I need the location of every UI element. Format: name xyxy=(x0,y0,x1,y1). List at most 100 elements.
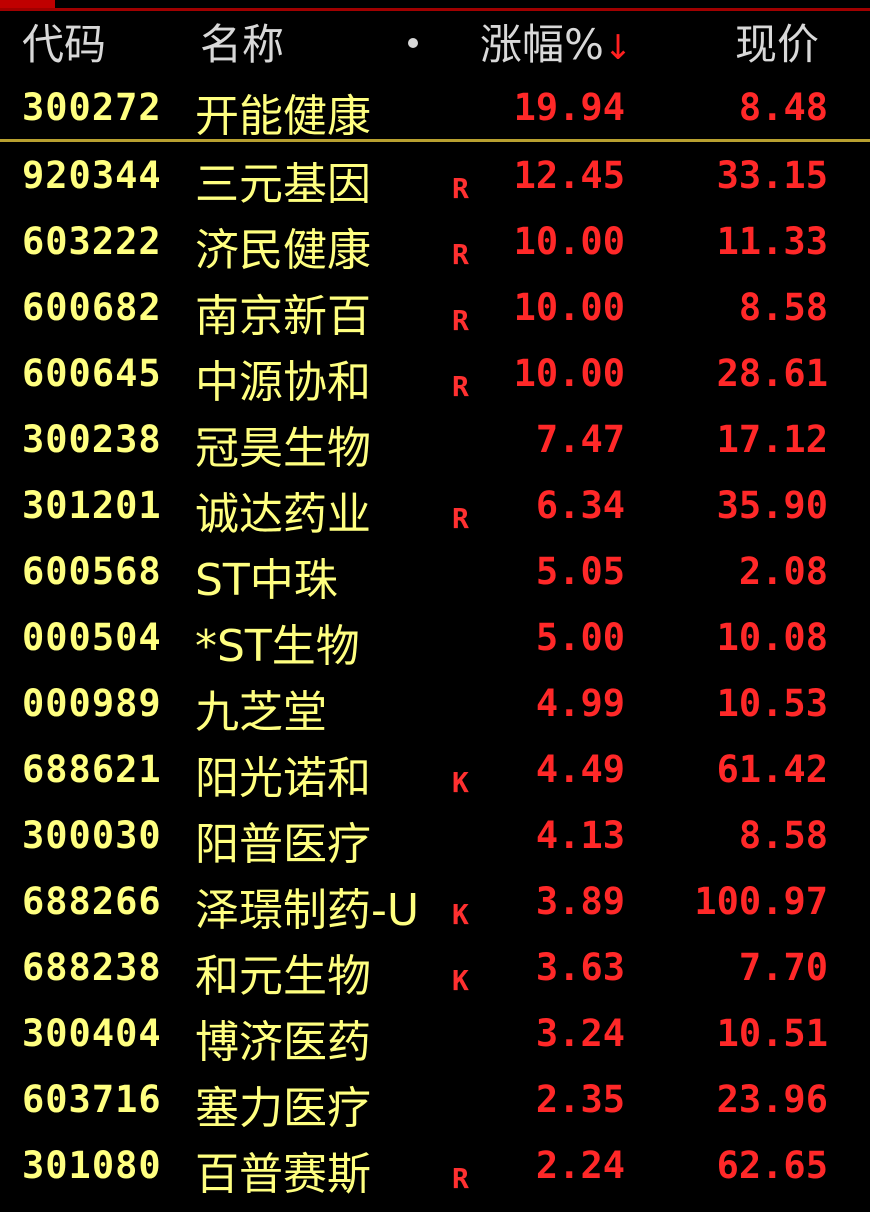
current-price: 11.33 xyxy=(716,220,828,263)
table-row[interactable]: 300238 冠昊生物 7.47 17.12 xyxy=(0,408,870,474)
table-row[interactable]: 688621 阳光诺和 K 4.49 61.42 xyxy=(0,738,870,804)
stock-code: 603222 xyxy=(22,220,162,263)
change-percent: 10.00 xyxy=(513,286,625,329)
stock-flag-badge: K xyxy=(452,898,469,931)
stock-name: ST中珠 xyxy=(195,555,338,606)
current-price: 8.58 xyxy=(738,814,828,857)
stock-code: 301080 xyxy=(22,1144,162,1187)
change-percent: 2.24 xyxy=(535,1144,625,1187)
stock-name: 阳普医疗 xyxy=(195,819,371,870)
table-row[interactable]: 300404 博济医药 3.24 10.51 xyxy=(0,1002,870,1068)
stock-flag-badge: K xyxy=(452,766,469,799)
table-row[interactable]: 920344 三元基因 R 12.45 33.15 xyxy=(0,144,870,210)
stock-code: 300404 xyxy=(22,1012,162,1055)
stock-code: 920344 xyxy=(22,154,162,197)
change-percent: 6.34 xyxy=(535,484,625,527)
current-price: 7.70 xyxy=(738,946,828,989)
current-price: 8.48 xyxy=(738,86,828,129)
table-row[interactable]: 301201 诚达药业 R 6.34 35.90 xyxy=(0,474,870,540)
change-percent: 19.94 xyxy=(513,86,625,129)
stock-code: 603716 xyxy=(22,1078,162,1121)
stock-flag-badge: R xyxy=(452,370,469,403)
current-price: 35.90 xyxy=(716,484,828,527)
table-row[interactable]: 301080 百普赛斯 R 2.24 62.65 xyxy=(0,1134,870,1200)
stock-code: 688621 xyxy=(22,748,162,791)
stock-name: 冠昊生物 xyxy=(195,423,371,474)
stock-code: 688266 xyxy=(22,880,162,923)
header-price[interactable]: 现价 xyxy=(735,20,820,69)
stock-flag-badge: R xyxy=(452,172,469,205)
stock-name: 诚达药业 xyxy=(195,489,371,540)
top-divider xyxy=(0,8,870,11)
stock-name: 南京新百 xyxy=(195,291,371,342)
change-percent: 10.00 xyxy=(513,220,625,263)
change-percent: 7.47 xyxy=(535,418,625,461)
stock-code: 000989 xyxy=(22,682,162,725)
stock-name: 博济医药 xyxy=(195,1017,371,1068)
stock-code: 000504 xyxy=(22,616,162,659)
current-price: 10.53 xyxy=(716,682,828,725)
stock-name: 和元生物 xyxy=(195,951,371,1002)
table-row[interactable]: 600682 南京新百 R 10.00 8.58 xyxy=(0,276,870,342)
table-row[interactable]: 300272 开能健康 19.94 8.48 xyxy=(0,76,870,142)
current-price: 2.08 xyxy=(738,550,828,593)
current-price: 10.08 xyxy=(716,616,828,659)
header-change[interactable]: 涨幅%↓ xyxy=(480,18,632,72)
stock-flag-badge: R xyxy=(452,502,469,535)
table-row[interactable]: 000504 *ST生物 5.00 10.08 xyxy=(0,606,870,672)
stock-code: 600568 xyxy=(22,550,162,593)
header-name[interactable]: 名称 xyxy=(200,20,285,69)
dot-icon xyxy=(408,38,418,48)
stock-name: 开能健康 xyxy=(195,91,371,142)
table-row[interactable]: 603222 济民健康 R 10.00 11.33 xyxy=(0,210,870,276)
change-percent: 3.63 xyxy=(535,946,625,989)
table-row[interactable]: 600568 ST中珠 5.05 2.08 xyxy=(0,540,870,606)
current-price: 100.97 xyxy=(694,880,828,923)
stock-flag-badge: K xyxy=(452,964,469,997)
table-row[interactable]: 600645 中源协和 R 10.00 28.61 xyxy=(0,342,870,408)
header-code[interactable]: 代码 xyxy=(22,20,107,69)
stock-name: 九芝堂 xyxy=(195,687,327,738)
stock-flag-badge: R xyxy=(452,238,469,271)
change-percent: 5.05 xyxy=(535,550,625,593)
stock-code: 600645 xyxy=(22,352,162,395)
current-price: 17.12 xyxy=(716,418,828,461)
table-row[interactable]: 300030 阳普医疗 4.13 8.58 xyxy=(0,804,870,870)
current-price: 23.96 xyxy=(716,1078,828,1121)
stock-name: 济民健康 xyxy=(195,225,371,276)
table-row[interactable]: 000989 九芝堂 4.99 10.53 xyxy=(0,672,870,738)
stock-name: *ST生物 xyxy=(195,621,360,672)
stock-flag-badge: R xyxy=(452,1162,469,1195)
change-percent: 12.45 xyxy=(513,154,625,197)
stock-name: 泽璟制药-U xyxy=(195,885,420,936)
current-price: 61.42 xyxy=(716,748,828,791)
table-row[interactable]: 688266 泽璟制药-U K 3.89 100.97 xyxy=(0,870,870,936)
stock-code: 300238 xyxy=(22,418,162,461)
active-tab-marker xyxy=(0,0,55,10)
change-percent: 4.13 xyxy=(535,814,625,857)
change-percent: 2.35 xyxy=(535,1078,625,1121)
stock-code: 600682 xyxy=(22,286,162,329)
stock-name: 三元基因 xyxy=(195,159,371,210)
stock-code: 301201 xyxy=(22,484,162,527)
current-price: 10.51 xyxy=(716,1012,828,1055)
change-percent: 3.24 xyxy=(535,1012,625,1055)
stock-code: 300272 xyxy=(22,86,162,129)
change-percent: 5.00 xyxy=(535,616,625,659)
stock-name: 阳光诺和 xyxy=(195,753,371,804)
stock-code: 300030 xyxy=(22,814,162,857)
stock-code: 688238 xyxy=(22,946,162,989)
change-percent: 4.49 xyxy=(535,748,625,791)
header-change-label: 涨幅% xyxy=(480,20,604,69)
stock-name: 塞力医疗 xyxy=(195,1083,371,1134)
current-price: 62.65 xyxy=(716,1144,828,1187)
change-percent: 4.99 xyxy=(535,682,625,725)
sort-desc-arrow-icon: ↓ xyxy=(603,28,633,68)
table-row[interactable]: 603716 塞力医疗 2.35 23.96 xyxy=(0,1068,870,1134)
pinned-row-divider xyxy=(0,139,870,142)
current-price: 33.15 xyxy=(716,154,828,197)
table-row[interactable]: 688238 和元生物 K 3.63 7.70 xyxy=(0,936,870,1002)
change-percent: 10.00 xyxy=(513,352,625,395)
current-price: 8.58 xyxy=(738,286,828,329)
stock-name: 百普赛斯 xyxy=(195,1149,371,1200)
